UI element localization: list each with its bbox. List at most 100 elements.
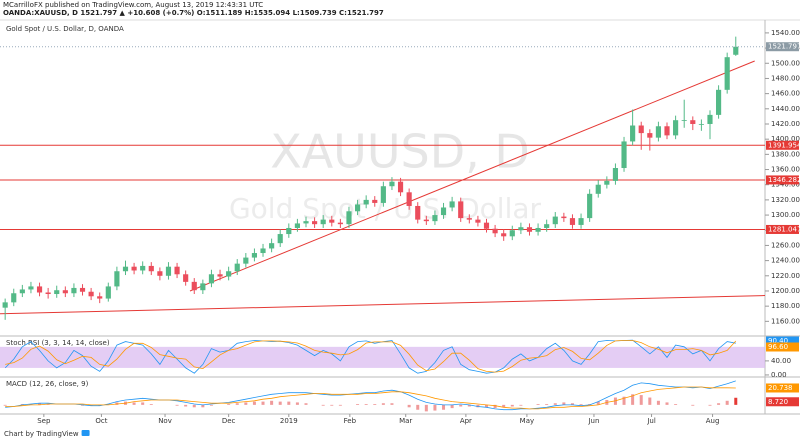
last-price-label-box xyxy=(766,42,799,52)
footer: Chart by TradingView xyxy=(4,430,79,438)
candle xyxy=(475,215,481,227)
candle-body xyxy=(492,228,498,234)
candle-body xyxy=(423,219,429,222)
candle xyxy=(217,269,223,281)
stoch-value-label: 96.60 xyxy=(768,343,788,351)
macd-histogram-bar xyxy=(29,404,33,405)
x-tick-label: Nov xyxy=(158,417,172,425)
candle xyxy=(595,180,601,198)
y-tick-label: 1420.000 xyxy=(771,120,800,128)
candle xyxy=(122,260,129,276)
candle xyxy=(11,288,17,307)
candle-body xyxy=(226,271,232,277)
candle-body xyxy=(526,227,533,232)
macd-histogram-bar xyxy=(390,403,394,405)
macd-histogram-bar xyxy=(579,404,583,405)
candle xyxy=(346,206,352,228)
candle xyxy=(312,217,318,228)
candle xyxy=(79,284,86,296)
x-tick-label: May xyxy=(520,417,534,425)
candle-body xyxy=(655,126,661,138)
candle-body xyxy=(604,180,610,185)
candle-body xyxy=(243,257,249,264)
candle-body xyxy=(2,302,8,308)
candle-body xyxy=(587,193,593,219)
candle-body xyxy=(733,46,739,55)
macd-histogram-bar xyxy=(442,404,446,410)
candle xyxy=(561,212,567,222)
level-label: 1281.047 xyxy=(768,225,800,233)
candle-body xyxy=(329,219,335,223)
y-tick-label: 1240.000 xyxy=(771,257,800,265)
macd-histogram-bar xyxy=(416,404,420,410)
candle xyxy=(277,229,283,247)
candle-body xyxy=(269,243,275,249)
macd-histogram-bar xyxy=(708,404,712,406)
chart-title: Gold Spot / U.S. Dollar, D, OANDA xyxy=(6,25,124,33)
candle-body xyxy=(191,281,197,291)
macd-histogram-bar xyxy=(674,404,678,405)
candle xyxy=(621,136,627,172)
x-tick-label: Feb xyxy=(344,417,357,425)
candle xyxy=(587,189,593,222)
candle xyxy=(208,269,215,288)
macd-histogram-bar xyxy=(373,404,377,405)
macd-histogram-bar xyxy=(493,404,497,409)
macd-histogram-bar xyxy=(631,394,635,405)
level-label: 1346.282 xyxy=(768,176,800,184)
candle-body xyxy=(630,125,636,142)
macd-histogram-bar xyxy=(270,400,274,405)
x-tick-label: Oct xyxy=(95,417,107,425)
macd-histogram-bar xyxy=(519,404,523,406)
candle xyxy=(62,286,68,298)
candle-body xyxy=(71,287,77,294)
y-tick-label: 1220.000 xyxy=(771,272,800,280)
macd-line xyxy=(5,380,736,411)
x-tick-label: Dec xyxy=(222,417,236,425)
candle-body xyxy=(303,221,309,224)
candle xyxy=(380,181,386,207)
candle xyxy=(389,177,395,191)
level-label-box xyxy=(766,140,799,150)
candle-body xyxy=(354,204,361,212)
candle xyxy=(148,262,154,276)
macd-histogram-bar xyxy=(553,403,557,405)
macd-histogram-bar xyxy=(175,404,179,406)
macd-histogram-bar xyxy=(562,402,566,405)
candle xyxy=(466,214,472,224)
macd-histogram-bar xyxy=(338,404,342,406)
macd-histogram-bar xyxy=(201,404,205,408)
macd-histogram-bar xyxy=(149,404,153,405)
macd-histogram-bar xyxy=(261,401,265,405)
macd-histogram-bar xyxy=(321,404,325,406)
candle-body xyxy=(79,287,86,292)
candle-body xyxy=(509,230,515,237)
candle-body xyxy=(165,266,172,276)
candle-body xyxy=(363,199,369,205)
candle xyxy=(2,298,8,320)
candle-body xyxy=(45,292,51,295)
candle xyxy=(260,243,266,257)
candle-body xyxy=(406,192,412,206)
candle-body xyxy=(200,283,206,291)
macd-histogram-bar xyxy=(407,404,411,408)
stoch-line xyxy=(5,340,737,373)
x-tick-label: Jul xyxy=(646,417,656,425)
y-tick-label: 1400.000 xyxy=(771,135,800,143)
stoch-value-label-box xyxy=(766,336,799,346)
candle-body xyxy=(122,266,129,272)
candle xyxy=(131,262,137,275)
level-label-box xyxy=(766,224,799,234)
published-line: MCarrilloFX published on TradingView.com… xyxy=(3,1,263,9)
candle-body xyxy=(716,89,722,115)
macd-histogram-bar xyxy=(450,404,454,409)
macd-histogram-bar xyxy=(424,404,428,412)
candle-body xyxy=(724,57,730,90)
candle-body xyxy=(561,216,567,219)
candle xyxy=(535,223,541,236)
candle xyxy=(698,119,704,131)
y-tick-label: 40.00 xyxy=(771,357,791,365)
candle-body xyxy=(698,123,704,125)
candle xyxy=(673,115,679,140)
candle-body xyxy=(337,222,343,225)
